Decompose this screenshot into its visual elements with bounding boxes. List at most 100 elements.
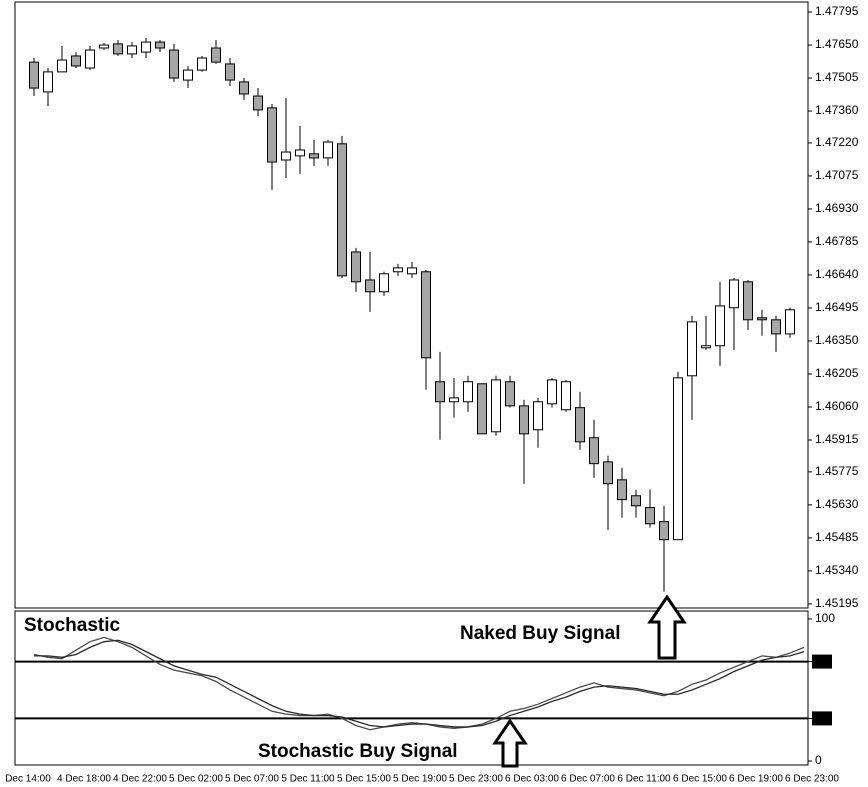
candle-body <box>281 151 291 161</box>
candle-body <box>687 321 697 377</box>
candle-body <box>225 63 235 81</box>
candle-body <box>729 279 739 309</box>
candle-body <box>505 381 515 407</box>
candle-body <box>169 49 179 79</box>
x-tick-label: 4 Dec 18:00 <box>57 774 111 785</box>
candle-body <box>211 47 221 63</box>
candle-body <box>407 267 417 275</box>
y-tick-label: 1.47505 <box>815 70 859 84</box>
stochastic-line <box>33 636 805 731</box>
candle-body <box>57 59 67 73</box>
candle-body <box>337 143 347 277</box>
candle-body <box>449 397 459 403</box>
y-tick-label: 30 <box>815 711 829 725</box>
candle-body <box>701 345 711 349</box>
candle-body <box>71 55 81 67</box>
candle-body <box>113 43 123 55</box>
y-tick-label: 1.46930 <box>815 201 859 215</box>
y-tick-label: 1.46495 <box>815 300 859 314</box>
candle-body <box>631 495 641 507</box>
candle-body <box>771 319 781 335</box>
x-tick-label: 5 Dec 07:00 <box>225 774 279 785</box>
candle-body <box>715 305 725 347</box>
y-tick-label: 1.47360 <box>815 103 859 117</box>
y-tick-label: 1.45630 <box>815 497 859 511</box>
candle-body <box>617 479 627 501</box>
candle-body <box>379 273 389 293</box>
candle-body <box>589 437 599 465</box>
candle-body <box>561 381 571 411</box>
candle-body <box>519 405 529 435</box>
x-tick-label: 6 Dec 07:00 <box>561 774 615 785</box>
candle-body <box>253 95 263 111</box>
y-tick-label: 1.45915 <box>815 432 859 446</box>
candle-body <box>29 61 39 89</box>
candle-body <box>435 381 445 403</box>
candle-body <box>155 41 165 49</box>
candle-body <box>421 271 431 359</box>
annotation: Naked Buy Signal <box>460 623 621 644</box>
x-tick-label: 6 Dec 11:00 <box>617 774 671 785</box>
x-tick-label: 5 Dec 11:00 <box>281 774 335 785</box>
candle-body <box>239 81 249 95</box>
x-tick-label: 6 Dec 19:00 <box>729 774 783 785</box>
y-tick-label: 100 <box>815 611 835 625</box>
candle-body <box>85 49 95 69</box>
x-tick-label: 6 Dec 15:00 <box>673 774 727 785</box>
candle-body <box>673 377 683 541</box>
x-tick-label: 4 Dec 22:00 <box>113 774 167 785</box>
y-tick-label: 1.45340 <box>815 563 859 577</box>
x-tick-label: Dec 14:00 <box>5 774 51 785</box>
x-tick-label: 5 Dec 19:00 <box>393 774 447 785</box>
candle-body <box>491 379 501 433</box>
candle-body <box>99 44 109 49</box>
candle-body <box>659 521 669 541</box>
candle-body <box>197 57 207 71</box>
y-tick-label: 1.46785 <box>815 234 859 248</box>
candle-body <box>547 379 557 405</box>
candle-body <box>323 141 333 159</box>
y-tick-label: 1.46350 <box>815 333 859 347</box>
y-tick-label: 1.47075 <box>815 168 859 182</box>
candle-body <box>183 69 193 81</box>
candle-body <box>477 383 487 435</box>
x-tick-label: 6 Dec 23:00 <box>785 774 839 785</box>
candle-body <box>295 149 305 157</box>
x-tick-label: 5 Dec 15:00 <box>337 774 391 785</box>
candle-body <box>309 153 319 159</box>
arrow <box>492 718 528 768</box>
candle-body <box>603 461 613 485</box>
y-tick-label: 1.46060 <box>815 399 859 413</box>
level-label-box <box>812 711 832 726</box>
price-panel <box>14 1 809 609</box>
y-tick-label: 1.47795 <box>815 4 859 18</box>
level-label-box <box>812 654 832 669</box>
y-tick-label: 70 <box>815 654 829 668</box>
stochastic-line <box>34 639 805 728</box>
candle-body <box>141 41 151 53</box>
candle-body <box>785 309 795 335</box>
candle-body <box>757 317 767 321</box>
candle-body <box>533 401 543 431</box>
candle-body <box>575 407 585 443</box>
x-tick-label: 5 Dec 02:00 <box>169 774 223 785</box>
annotation: Stochastic Buy Signal <box>258 741 458 762</box>
candle-body <box>267 107 277 163</box>
candle-body <box>463 381 473 403</box>
candle-body <box>645 507 655 525</box>
x-tick-label: 6 Dec 03:00 <box>505 774 559 785</box>
y-tick-label: 1.45775 <box>815 464 859 478</box>
y-tick-label: 1.46640 <box>815 267 859 281</box>
candle-body <box>365 279 375 293</box>
candle-body <box>127 45 137 55</box>
y-tick-label: 1.45485 <box>815 530 859 544</box>
y-tick-label: 1.45195 <box>815 596 859 610</box>
candle-body <box>393 267 403 273</box>
y-tick-label: 0 <box>815 753 822 767</box>
x-tick-label: 5 Dec 23:00 <box>449 774 503 785</box>
y-tick-label: 1.47650 <box>815 37 859 51</box>
y-tick-label: 1.46205 <box>815 366 859 380</box>
candle-body <box>43 71 53 93</box>
arrow <box>647 594 687 660</box>
